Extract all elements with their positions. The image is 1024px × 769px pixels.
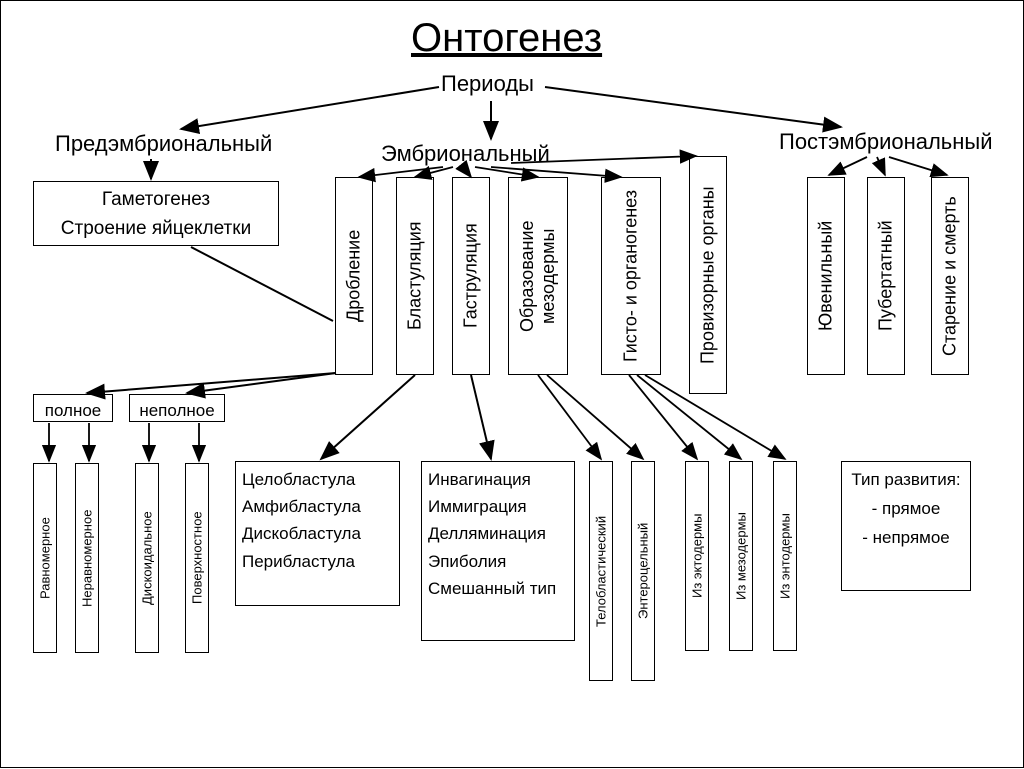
gisto-ekto: Из эктодермы bbox=[685, 461, 709, 651]
pre-box: ГаметогенезСтроение яйцеклетки bbox=[33, 181, 279, 246]
blast-box: ЦелобластулаАмфибластулаДискобластулаПер… bbox=[235, 461, 400, 606]
page-title: Онтогенез bbox=[411, 16, 602, 61]
emb-blastulyatsiya: Бластуляция bbox=[396, 177, 434, 375]
period-post: Постэмбриональный bbox=[779, 129, 993, 155]
drob-ravno: Равномерное bbox=[33, 463, 57, 653]
period-pre: Предэмбриональный bbox=[55, 131, 272, 157]
period-emb: Эмбриональный bbox=[381, 141, 550, 167]
gast-box: ИнвагинацияИммиграцияДелляминацияЭпиболи… bbox=[421, 461, 575, 641]
drob-nepolnoe: неполное bbox=[129, 394, 225, 422]
emb-droblenie: Дробление bbox=[335, 177, 373, 375]
arrows-layer bbox=[1, 1, 1024, 769]
dev-type-box: Тип развития:- прямое- непрямое bbox=[841, 461, 971, 591]
gisto-mezo: Из мезодермы bbox=[729, 461, 753, 651]
post-stare: Старение и смерть bbox=[931, 177, 969, 375]
post-yuven: Ювенильный bbox=[807, 177, 845, 375]
gisto-ento: Из энтодермы bbox=[773, 461, 797, 651]
drob-polnoe: полное bbox=[33, 394, 113, 422]
mezo-entero: Энтероцельный bbox=[631, 461, 655, 681]
emb-provizor: Провизорные органы bbox=[689, 156, 727, 394]
root-label: Периоды bbox=[441, 71, 534, 97]
emb-gisto: Гисто- и органогенез bbox=[601, 177, 661, 375]
emb-mezoderma: Образование мезодермы bbox=[508, 177, 568, 375]
drob-neravno: Неравномерное bbox=[75, 463, 99, 653]
drob-poverh: Поверхностное bbox=[185, 463, 209, 653]
post-pubert: Пубертатный bbox=[867, 177, 905, 375]
mezo-telo: Телобластический bbox=[589, 461, 613, 681]
emb-gastrulyatsiya: Гаструляция bbox=[452, 177, 490, 375]
drob-disko: Дискоидальное bbox=[135, 463, 159, 653]
